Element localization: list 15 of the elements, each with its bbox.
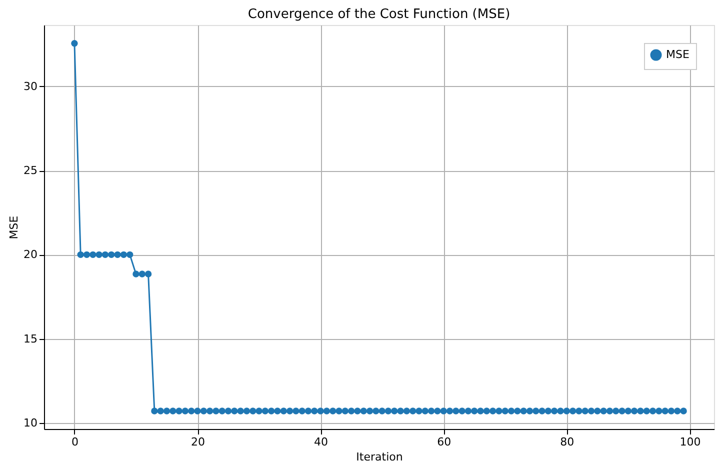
y-tick-label: 15 bbox=[24, 332, 38, 346]
x-axis-title: Iteration bbox=[356, 450, 403, 464]
x-tick-label: 40 bbox=[314, 436, 328, 448]
y-axis-title: MSE bbox=[8, 216, 21, 240]
x-tick-label: 60 bbox=[437, 436, 452, 448]
legend-label: MSE bbox=[666, 48, 690, 61]
x-tick-label: 20 bbox=[191, 436, 206, 448]
chart-title: Convergence of the Cost Function (MSE) bbox=[248, 7, 510, 22]
x-tick-label: 0 bbox=[71, 436, 78, 448]
x-tick-label: 80 bbox=[560, 436, 574, 448]
y-tick-label: 10 bbox=[24, 416, 38, 430]
y-tick-label: 25 bbox=[24, 164, 38, 178]
y-tick-label: 30 bbox=[24, 80, 38, 93]
x-tick-label: 100 bbox=[680, 436, 701, 448]
y-tick-label: 20 bbox=[24, 248, 38, 262]
